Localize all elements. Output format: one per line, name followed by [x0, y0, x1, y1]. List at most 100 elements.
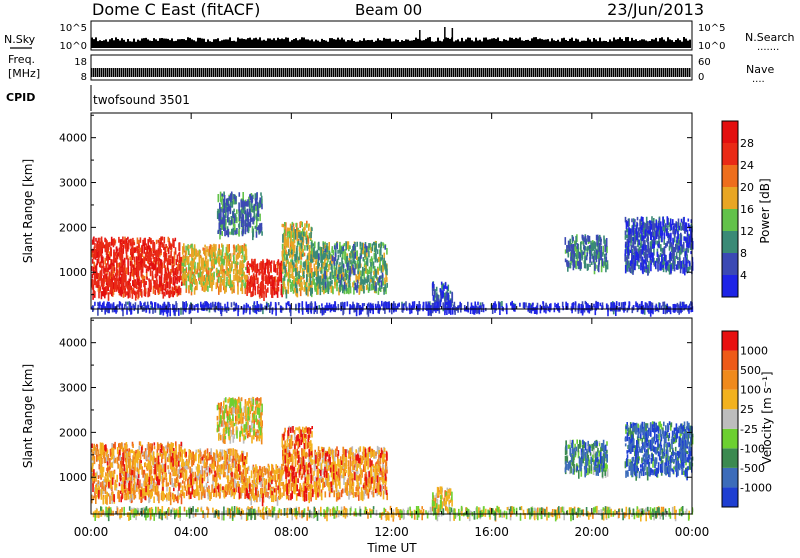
velocity-ylabel: Slant Range [km] [21, 364, 35, 468]
colorbar-swatch [722, 275, 738, 297]
heatmap-cells [91, 397, 691, 522]
y-tick-label: 3000 [59, 177, 87, 190]
colorbar-tick-label: 4 [740, 269, 747, 282]
colorbar-tick-label: 25 [740, 403, 754, 416]
colorbar-tick-label: 500 [740, 364, 761, 377]
colorbar-tick-label: 100 [740, 384, 761, 397]
sky-tick-bottom-right: 10^0 [698, 41, 725, 52]
power-y-axis: 1000 2000 3000 4000 [59, 114, 692, 296]
power-data [91, 191, 694, 317]
sky-tick-top-right: 10^5 [698, 23, 725, 34]
sky-tick-bottom-left: 10^0 [60, 41, 87, 52]
nave-right-label: Nave [746, 63, 774, 76]
colorbar-tick-label: -1000 [740, 481, 772, 494]
colorbar-swatch [722, 209, 738, 231]
colorbar-swatch [722, 187, 738, 209]
colorbar-tick-label: 12 [740, 225, 754, 238]
y-tick-label: 2000 [59, 221, 87, 234]
colorbar-swatch [722, 350, 738, 371]
date-label: 23/Jun/2013 [607, 0, 704, 19]
sky-spike [419, 30, 421, 48]
power-colorbar: 4 8 12 16 20 24 28 [721, 120, 754, 298]
x-tick-label: 04:00 [174, 525, 209, 539]
heatmap-cells [181, 191, 609, 298]
colorbar-swatch [722, 370, 738, 390]
colorbar-tick-label: 28 [740, 137, 754, 150]
sky-bars [91, 27, 691, 48]
heatmap-cells [108, 191, 694, 316]
power-colorbar-label: Power [dB] [758, 178, 772, 243]
velocity-colorbar: 1000 500 100 25 -25 -100 -500 -1000 [721, 330, 772, 508]
colorbar-tick-label: -500 [740, 462, 765, 475]
y-tick-label: 3000 [59, 382, 87, 395]
colorbar-frame [721, 120, 739, 298]
colorbar-swatch [722, 428, 738, 449]
sky-spike [444, 27, 446, 48]
freq-tick-top-right: 60 [698, 57, 711, 68]
time-x-axis: 00:00 04:00 08:00 12:00 16:00 20:00 00:00 [74, 113, 710, 539]
colorbar-swatch [722, 231, 738, 253]
colorbar-tick-label: 24 [740, 159, 754, 172]
colorbar-swatch [722, 448, 738, 468]
heatmap-cells [94, 397, 694, 522]
freq-tick-bottom-left: 8 [81, 72, 87, 83]
search-right-label: N.Search [745, 31, 795, 44]
colorbar-tick-label: -100 [740, 442, 765, 455]
colorbar-swatch [722, 409, 738, 429]
y-tick-label: 2000 [59, 426, 87, 439]
colorbar-swatch [722, 467, 738, 488]
x-tick-label: 08:00 [274, 525, 309, 539]
colorbar-tick-label: 20 [740, 181, 754, 194]
velocity-y-axis: 1000 2000 3000 4000 [59, 319, 692, 501]
sky-spike [451, 28, 454, 48]
sky-panel: N.Sky 10^5 10^0 10^5 10^0 N.Search .....… [4, 20, 795, 53]
cpid-program: twofsound 3501 [93, 93, 190, 107]
x-tick-label: 00:00 [74, 525, 109, 539]
x-axis-label: Time UT [366, 541, 417, 554]
heatmap-cells [91, 426, 388, 507]
plot-title: Dome C East (fitACF) [92, 0, 260, 19]
velocity-data [91, 396, 694, 522]
heatmap-cells [91, 216, 694, 317]
colorbar-swatch [722, 487, 738, 507]
colorbar-tick-label: 1000 [740, 345, 768, 358]
colorbar-swatch [722, 253, 738, 275]
colorbar-swatch [722, 165, 738, 187]
heatmap-cells [92, 191, 693, 317]
heatmap-cells [91, 396, 677, 522]
freq-left-label-1: Freq. [8, 53, 35, 66]
heatmap-cells [564, 421, 693, 479]
y-tick-label: 4000 [59, 337, 87, 350]
x-tick-label: 00:00 [675, 525, 710, 539]
cpid-label: CPID [6, 91, 35, 104]
colorbar-frame [721, 330, 739, 508]
heatmap-cells [91, 236, 283, 301]
colorbar-swatch [722, 331, 738, 351]
y-tick-label: 4000 [59, 132, 87, 145]
heatmap-cells [100, 422, 694, 522]
y-tick-label: 1000 [59, 471, 87, 484]
x-tick-label: 20:00 [575, 525, 610, 539]
x-tick-label: 16:00 [474, 525, 509, 539]
y-tick-label: 1000 [59, 266, 87, 279]
freq-tick-top-left: 18 [74, 57, 87, 68]
colorbar-swatch [722, 143, 738, 165]
colorbar-tick-label: -25 [740, 423, 758, 436]
sky-left-label: N.Sky [4, 33, 36, 46]
colorbar-swatch [722, 389, 738, 410]
colorbar-tick-label: 16 [740, 203, 754, 216]
freq-panel: Freq. [MHz] 18 8 60 0 Nave .... [8, 53, 774, 85]
power-panel: 1000 2000 3000 4000 Slant Range [km] [21, 112, 694, 317]
colorbar-tick-label: 8 [740, 247, 747, 260]
nave-right-dots: .... [752, 74, 765, 85]
beam-label: Beam 00 [355, 1, 422, 19]
sky-count-bars [91, 37, 691, 48]
search-right-dots: ....... [757, 42, 779, 53]
colorbar-swatch [722, 121, 738, 143]
freq-left-label-2: [MHz] [8, 67, 40, 80]
velocity-colorbar-label: Velocity [m s⁻¹] [760, 371, 774, 464]
x-tick-label: 12:00 [374, 525, 409, 539]
sky-tick-top-left: 10^5 [60, 23, 87, 34]
